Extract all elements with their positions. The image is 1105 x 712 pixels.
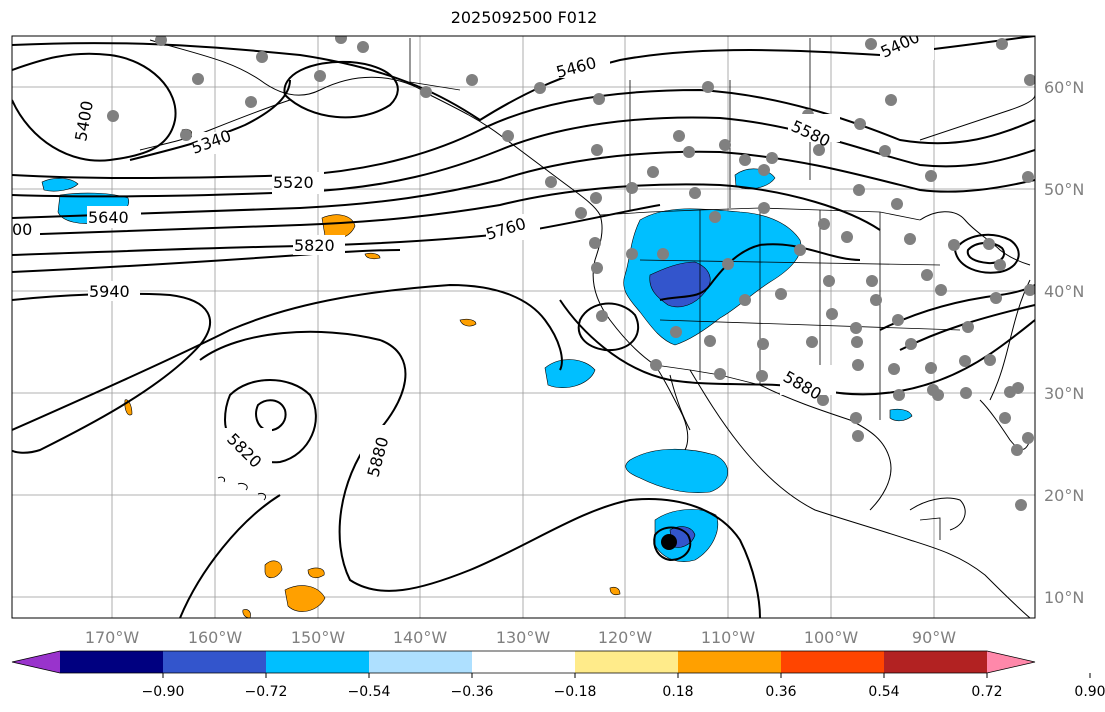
lon-label-120w: 120°W: [598, 628, 653, 647]
colorbar-segment: [266, 651, 370, 673]
contour-5760: [12, 204, 661, 256]
station-dots: [107, 36, 1035, 511]
colorbar-tick-label: −0.90: [142, 684, 185, 700]
contour-5880-cut: [659, 243, 861, 301]
hudson-bay: [919, 94, 1035, 141]
shade-orange-pacific-4: [307, 567, 325, 579]
colorbar-segment: [575, 651, 679, 673]
florida: [979, 399, 1031, 450]
colorbar-segment: [369, 651, 473, 673]
contour-closed-center: [255, 399, 287, 432]
colorbar-segment: [163, 651, 267, 673]
lon-label-130w: 130°W: [496, 628, 551, 647]
height-contours: [12, 36, 1035, 618]
map-title: 2025092500 F012: [450, 8, 598, 27]
shade-orange-pacific-2: [284, 585, 326, 612]
contour-label-5940: 5940: [89, 282, 130, 301]
shade-blue-mexico-w: [625, 448, 729, 493]
mexico-west-coast: [689, 369, 1031, 618]
colorbar-segment: [60, 651, 164, 673]
state-lines-5: [639, 259, 941, 266]
lat-label-20n: 20°N: [1044, 486, 1084, 505]
gridlines: [12, 36, 1035, 618]
contour-label-5820: 5820: [294, 236, 335, 255]
low-center-marker: [661, 534, 677, 550]
shade-orange-small-4: [242, 609, 251, 618]
shade-orange-small-5: [609, 586, 621, 596]
central-america-border: [919, 517, 941, 540]
alaska-canada-border: [409, 38, 461, 91]
contour-5940-big: [12, 283, 563, 431]
colorbar-tick-label: −0.72: [245, 684, 288, 700]
contour-hurricane: [653, 526, 692, 562]
contour-5700: [12, 183, 881, 236]
shade-orange-pacific-3: [264, 560, 283, 579]
shade-orange-small-3: [364, 252, 381, 260]
lon-label-90w: 90°W: [912, 628, 956, 647]
yucatan: [909, 497, 966, 531]
colorbar-tick-label: 0.18: [662, 684, 693, 700]
colorbar-tick-label: 0.72: [971, 684, 1002, 700]
contour-5820: [12, 249, 401, 273]
colorbar-tick-label: −0.18: [554, 684, 597, 700]
lat-label-50n: 50°N: [1044, 180, 1084, 199]
colorbar-tick-label: −0.36: [451, 684, 494, 700]
lon-label-160w: 160°W: [188, 628, 243, 647]
colorbar-segment: [781, 651, 885, 673]
shade-blue-gulf: [889, 408, 913, 422]
hawaii-1: [217, 476, 225, 483]
contour-label-5640: 5640: [88, 208, 129, 227]
lon-label-150w: 150°W: [291, 628, 346, 647]
contour-east-closed: [953, 233, 1020, 274]
colorbar-extend-high: [987, 651, 1035, 673]
alaska-coast: [149, 39, 601, 216]
contour-5880-lower: [179, 494, 281, 618]
colorbar-segment: [678, 651, 782, 673]
lon-labels: 170°W 160°W 150°W 140°W 130°W 120°W 110°…: [85, 628, 956, 647]
lon-label-100w: 100°W: [804, 628, 859, 647]
plot-frame: [11, 35, 1036, 619]
lat-labels: 60°N 50°N 40°N 30°N 20°N 10°N: [1044, 78, 1084, 607]
contour-5580: [12, 116, 1035, 198]
contour-label-5520: 5520: [273, 173, 314, 192]
shade-orange-small-1: [459, 318, 477, 327]
contour-5640: [12, 150, 1035, 219]
contour-low-socal: [577, 302, 640, 352]
colorbar-tick-label: 0.54: [868, 684, 899, 700]
hawaii-2: [237, 483, 248, 491]
colorbar-segment: [884, 651, 988, 673]
lat-label-30n: 30°N: [1044, 384, 1084, 403]
lon-label-140w: 140°W: [393, 628, 448, 647]
lat-label-60n: 60°N: [1044, 78, 1084, 97]
colorbar-tick-label: −0.54: [348, 684, 391, 700]
canada-west-coast: [592, 214, 656, 366]
colorbar: −0.90 −0.72 −0.54 −0.36 −0.18 0.18 0.36 0.54 0.7…: [11, 650, 1105, 700]
lon-label-170w: 170°W: [85, 628, 140, 647]
contour-5400-a: [12, 52, 177, 162]
hawaii-3: [257, 493, 267, 501]
lat-label-40n: 40°N: [1044, 282, 1084, 301]
lon-label-110w: 110°W: [701, 628, 756, 647]
state-lines-6: [659, 319, 961, 331]
colorbar-extend-low: [12, 651, 60, 673]
shade-blue-west-us: [623, 208, 802, 346]
gulf-coast: [759, 384, 892, 511]
colorbar-outline: [11, 650, 1036, 674]
us-mexico-border: [654, 364, 761, 386]
contour-5820-hawaii: [223, 379, 317, 464]
colorbar-tick-label: 0.36: [765, 684, 796, 700]
colorbar-tick-label: 0.90: [1074, 684, 1105, 700]
shade-blue-pacific-n2: [41, 178, 79, 192]
contour-label-group: 5400 5340 5520 5640 5820 5940 5460 5580 …: [12, 36, 934, 479]
contour-5880-hawaii: [199, 330, 761, 618]
contour-closed-alaska: [283, 60, 399, 119]
contour-label-00: 00: [12, 220, 32, 239]
contour-5520: [12, 88, 1035, 180]
lat-label-10n: 10°N: [1044, 588, 1084, 607]
colorbar-segment: [472, 651, 576, 673]
